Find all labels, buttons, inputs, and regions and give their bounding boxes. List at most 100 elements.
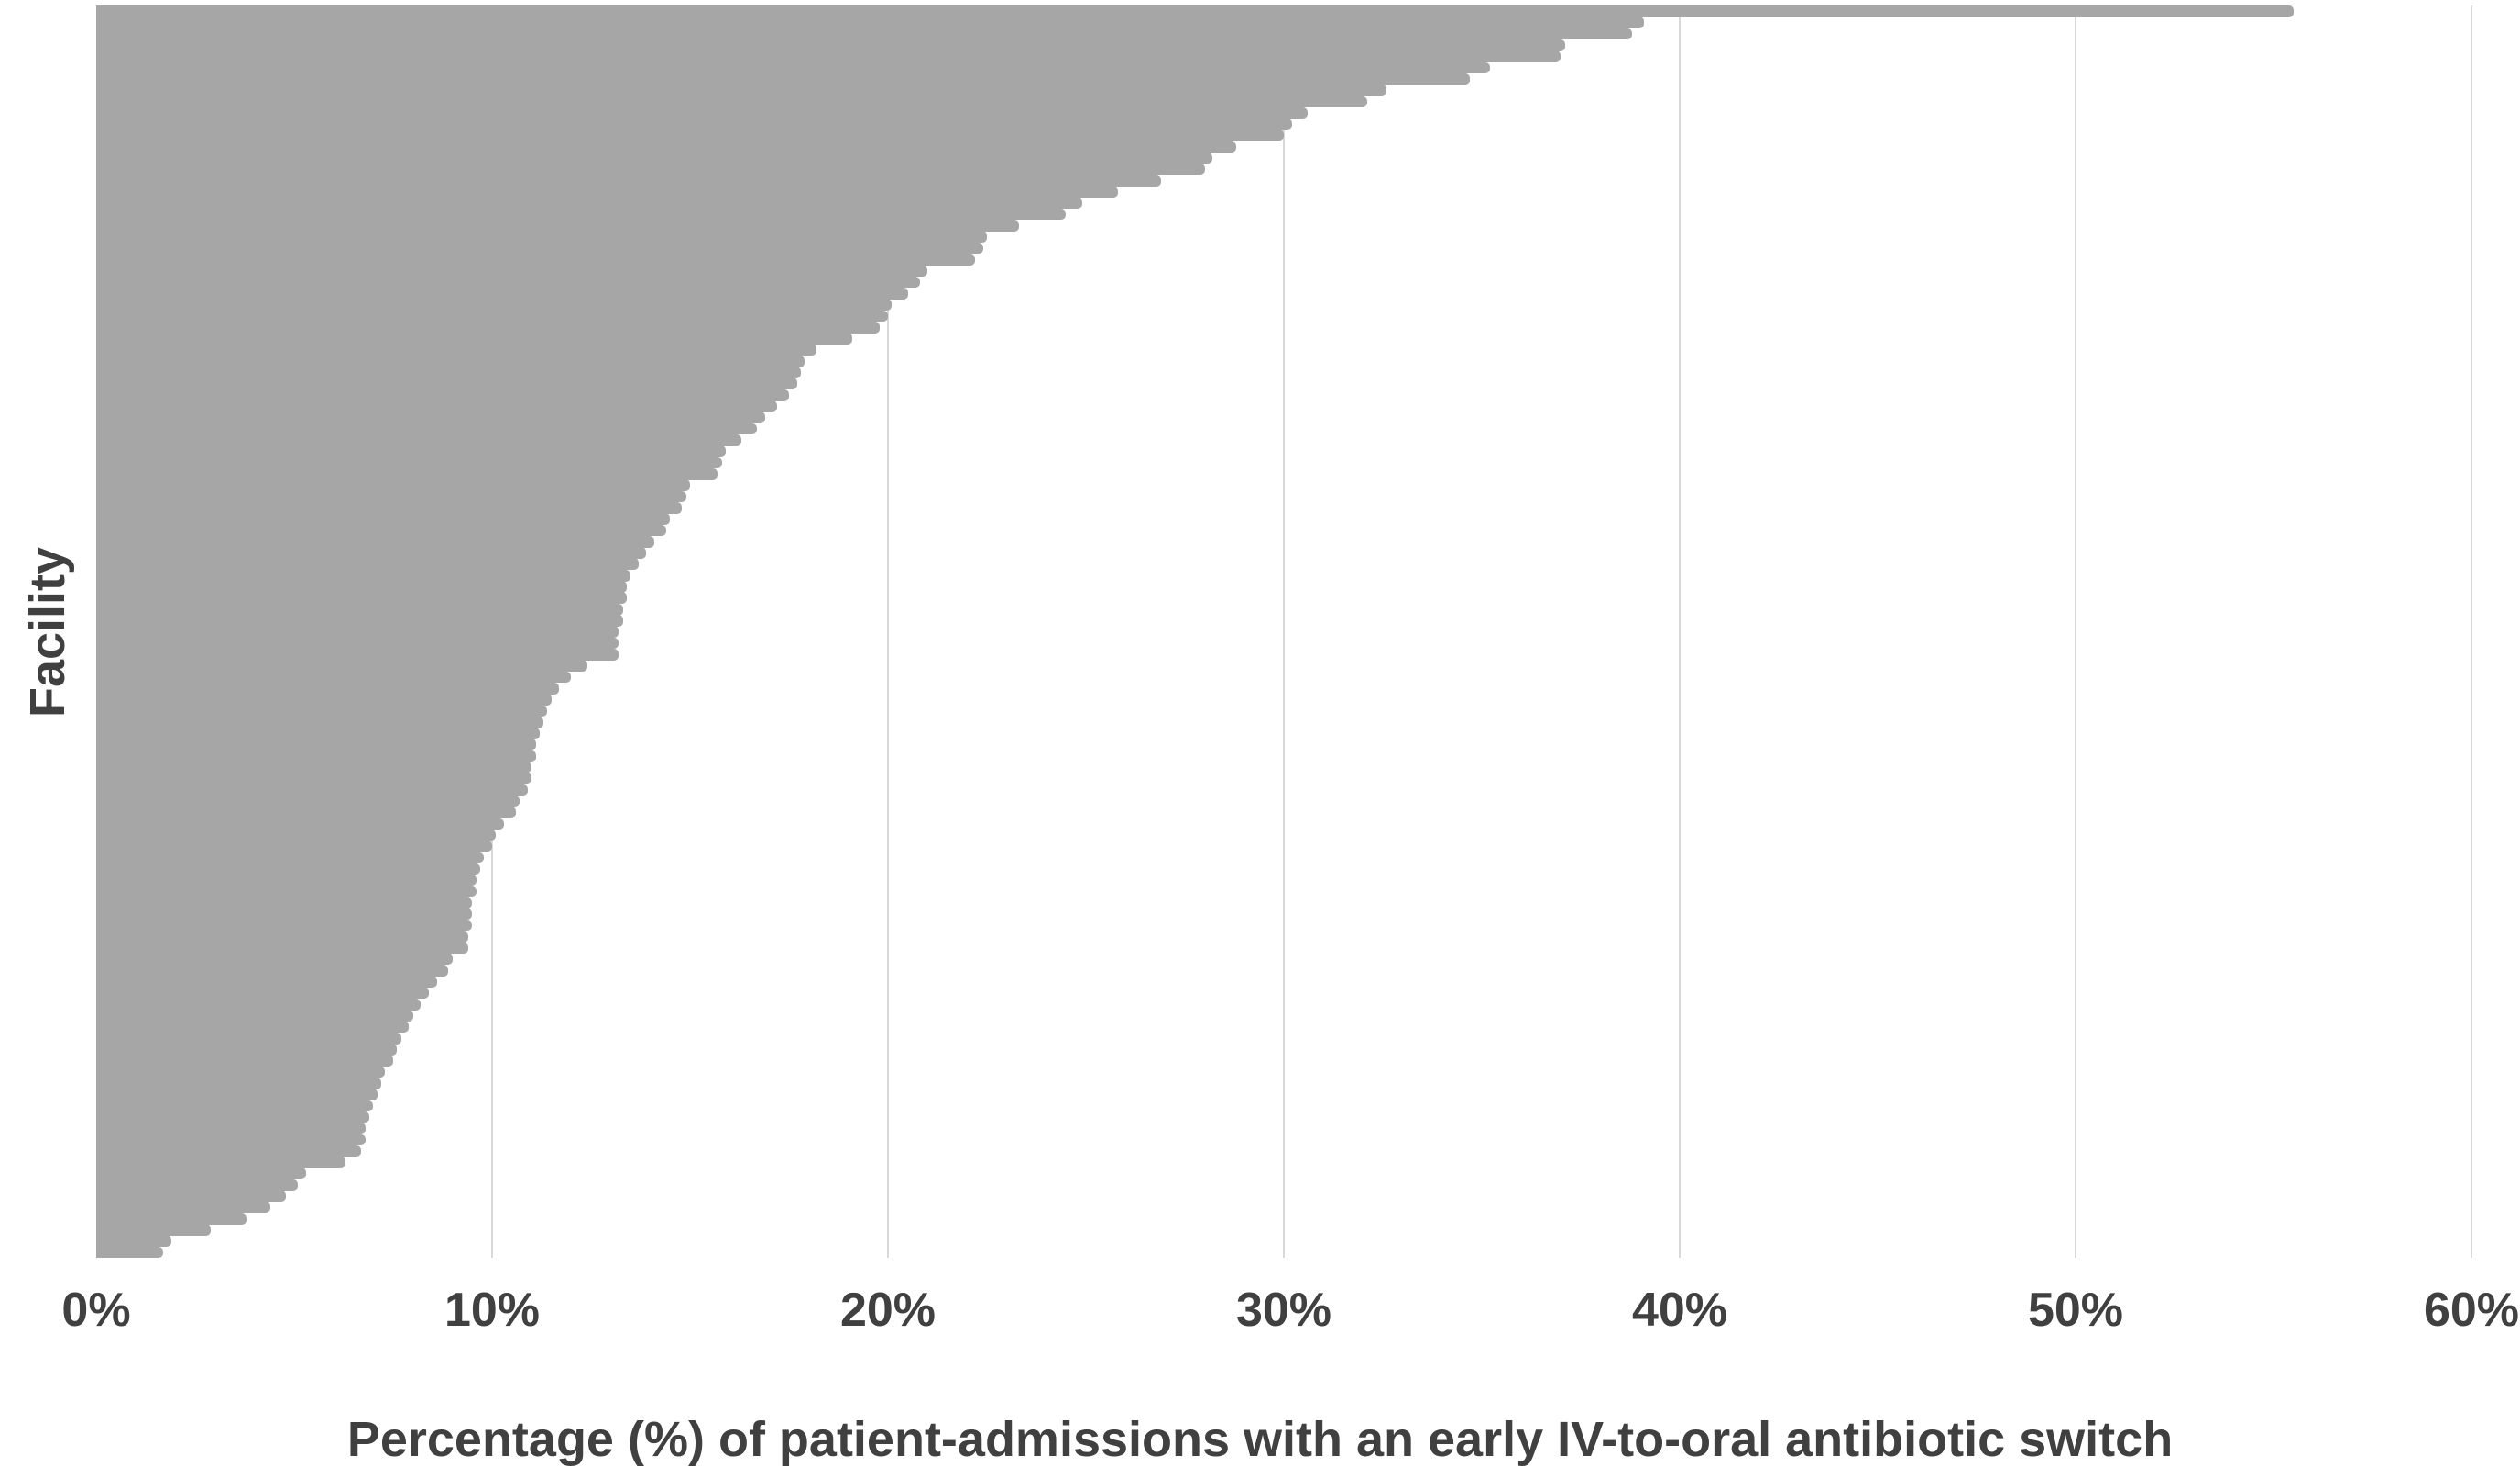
- gridline: [1679, 5, 1681, 1258]
- bar: [96, 1032, 401, 1045]
- bar: [96, 5, 2294, 17]
- bar: [96, 953, 453, 966]
- bar: [96, 129, 1284, 142]
- bar: [96, 422, 758, 435]
- bar: [96, 1178, 299, 1191]
- bar: [96, 896, 473, 909]
- bar: [96, 930, 469, 943]
- bar: [96, 501, 683, 514]
- bar: [96, 1021, 410, 1034]
- bar: [96, 333, 853, 345]
- bar: [96, 253, 976, 266]
- bar: [96, 152, 1213, 164]
- bar: [96, 682, 560, 695]
- bar: [96, 581, 627, 593]
- bar: [96, 467, 718, 480]
- bar: [96, 310, 888, 323]
- bar: [96, 569, 631, 582]
- bar: [96, 806, 516, 819]
- bar: [96, 783, 528, 796]
- bar: [96, 637, 619, 650]
- bar: [96, 851, 485, 864]
- bar: [96, 388, 789, 401]
- bar: [96, 27, 1633, 40]
- gridline: [887, 5, 889, 1258]
- bar: [96, 95, 1367, 108]
- bar: [96, 1089, 378, 1101]
- bar: [96, 61, 1490, 74]
- gridline: [2471, 5, 2472, 1258]
- bar: [96, 1066, 386, 1078]
- x-axis-ticks: 0% 10% 20% 30% 40% 50% 60%: [0, 1283, 2520, 1347]
- bar: [96, 772, 532, 785]
- bar: [96, 433, 742, 446]
- bar: [96, 694, 552, 706]
- bar: [96, 1122, 366, 1135]
- x-tick-label: 10%: [444, 1284, 541, 1337]
- bar: [96, 1055, 393, 1067]
- bar: [96, 705, 548, 717]
- bar: [96, 1110, 370, 1123]
- bar: [96, 603, 623, 616]
- bar: [96, 547, 647, 559]
- bar: [96, 72, 1471, 85]
- bar: [96, 299, 893, 311]
- x-tick-label: 0%: [61, 1284, 131, 1337]
- bar: [96, 749, 536, 762]
- x-tick-label: 50%: [2027, 1284, 2124, 1337]
- bar: [96, 862, 481, 875]
- bar: [96, 761, 532, 773]
- plot-area: [96, 5, 2472, 1259]
- bar: [96, 16, 1645, 29]
- bar: [96, 1201, 271, 1214]
- bar: [96, 976, 437, 988]
- bar: [96, 874, 477, 887]
- x-tick-label: 30%: [1235, 1284, 1332, 1337]
- bar: [96, 648, 619, 661]
- bar: [96, 242, 983, 255]
- bar: [96, 1100, 374, 1112]
- bar: [96, 671, 572, 684]
- bar: [96, 355, 805, 367]
- bar: [96, 660, 587, 673]
- bar: [96, 197, 1082, 210]
- bar: [96, 106, 1308, 119]
- bar: [96, 885, 477, 898]
- bar: [96, 276, 920, 289]
- bar: [96, 1190, 287, 1202]
- bar: [96, 1246, 164, 1259]
- bar: [96, 738, 536, 751]
- bar: [96, 367, 801, 378]
- bar: [96, 908, 473, 921]
- bar: [96, 1167, 306, 1180]
- bar: [96, 287, 908, 300]
- bar: [96, 535, 655, 548]
- bar: [96, 524, 667, 537]
- bar: [96, 817, 504, 830]
- bar: [96, 592, 627, 605]
- bar: [96, 479, 690, 492]
- bar: [96, 231, 987, 244]
- bar: [96, 1144, 362, 1157]
- bar: [96, 186, 1118, 198]
- bar: [96, 400, 778, 412]
- bar: [96, 174, 1162, 187]
- bar: [96, 998, 422, 1011]
- bar: [96, 716, 544, 728]
- bar: [96, 987, 429, 1000]
- bar: [96, 1224, 212, 1236]
- bar: [96, 1077, 382, 1089]
- bar: [96, 728, 540, 739]
- x-tick-label: 40%: [1631, 1284, 1728, 1337]
- bar: [96, 829, 497, 841]
- bar: [96, 795, 520, 807]
- bar: [96, 964, 449, 977]
- bar: [96, 377, 797, 390]
- gridline: [2075, 5, 2076, 1258]
- x-tick-label: 60%: [2423, 1284, 2520, 1337]
- bar: [96, 942, 469, 954]
- bar: [96, 490, 686, 503]
- bar: [96, 615, 623, 627]
- bar: [96, 1010, 413, 1022]
